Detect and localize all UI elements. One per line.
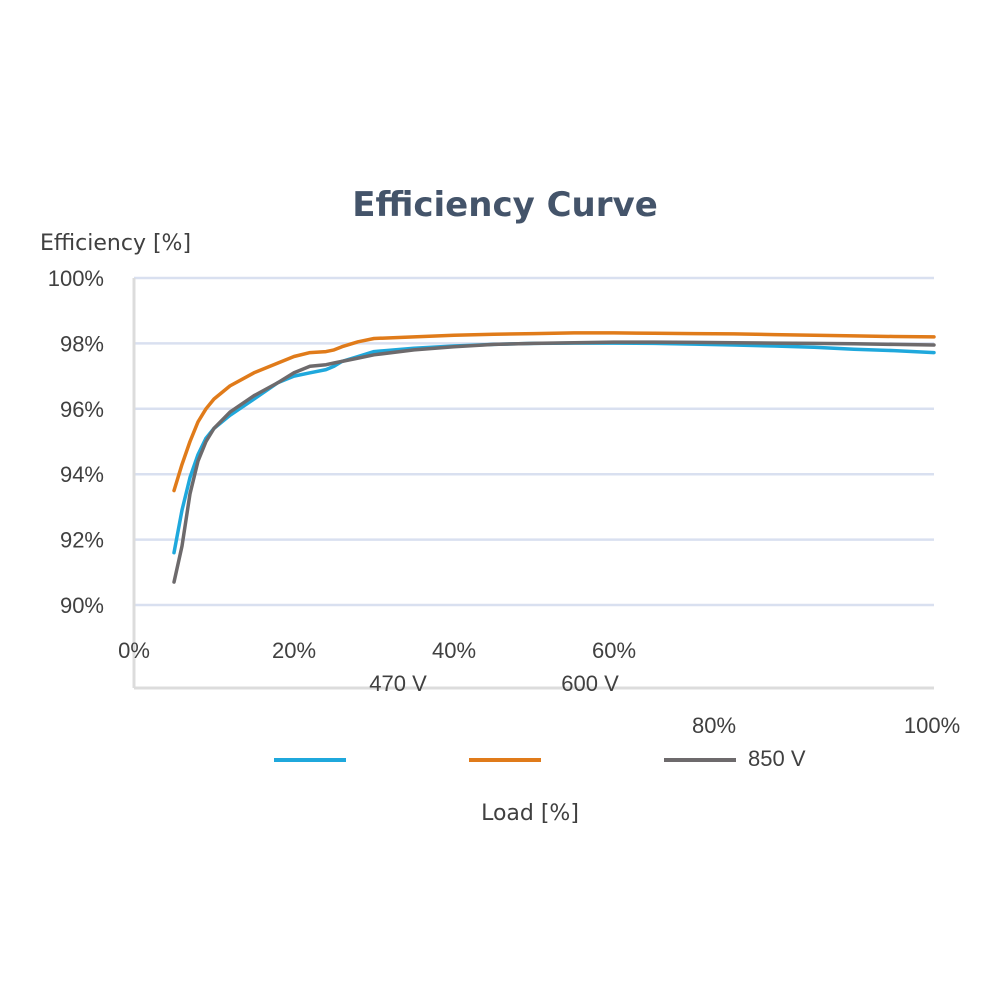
- y-tick-96: 96%: [60, 397, 104, 422]
- series-line-850-v: [172, 340, 936, 584]
- chart-title: Efficiency Curve: [352, 185, 658, 225]
- y-tick-90: 90%: [60, 593, 104, 618]
- axes: [132, 278, 934, 690]
- y-axis-label: Efficiency [%]: [40, 231, 191, 256]
- x-tick-0: 0%: [118, 638, 150, 663]
- x-tick-80: 80%: [692, 713, 736, 738]
- x-tick-100: 100%: [904, 713, 960, 738]
- x-axis-label: Load [%]: [481, 801, 579, 826]
- legend-label-600-v: 600 V: [561, 671, 619, 696]
- y-tick-labels: 100% 98% 96% 94% 92% 90%: [48, 266, 104, 618]
- x-tick-40: 40%: [432, 638, 476, 663]
- y-tick-94: 94%: [60, 462, 104, 487]
- y-tick-98: 98%: [60, 331, 104, 356]
- legend: 470 V 600 V 850 V: [274, 671, 806, 771]
- x-tick-labels: 0% 20% 40% 60% 80% 100%: [118, 638, 960, 738]
- y-tick-92: 92%: [60, 528, 104, 553]
- series-lines: [172, 331, 936, 584]
- series-line-600-v: [172, 331, 936, 493]
- grid-lines: [134, 276, 934, 607]
- legend-label-470-v: 470 V: [369, 671, 427, 696]
- legend-label-850-v: 850 V: [748, 746, 806, 771]
- x-tick-20: 20%: [272, 638, 316, 663]
- x-tick-60: 60%: [592, 638, 636, 663]
- y-tick-100: 100%: [48, 266, 104, 291]
